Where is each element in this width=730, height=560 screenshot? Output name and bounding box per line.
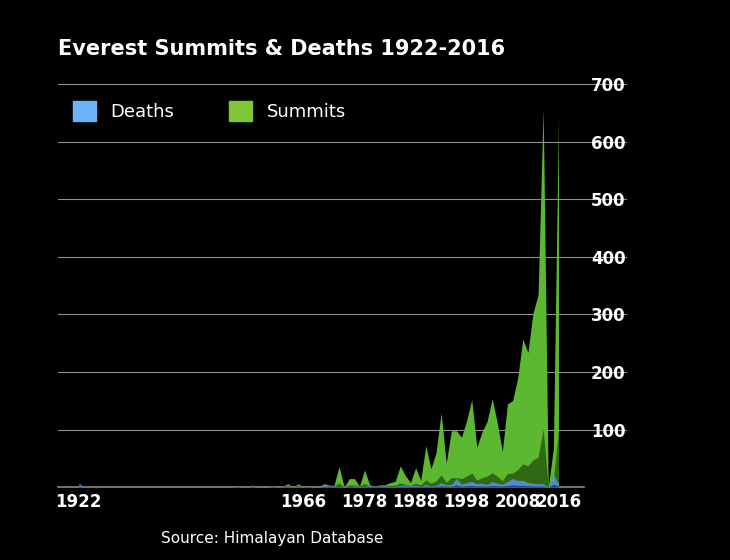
Text: Source: Himalayan Database: Source: Himalayan Database (161, 531, 383, 546)
Text: Everest Summits & Deaths 1922-2016: Everest Summits & Deaths 1922-2016 (58, 39, 505, 59)
Legend: Deaths, Summits: Deaths, Summits (73, 101, 346, 121)
